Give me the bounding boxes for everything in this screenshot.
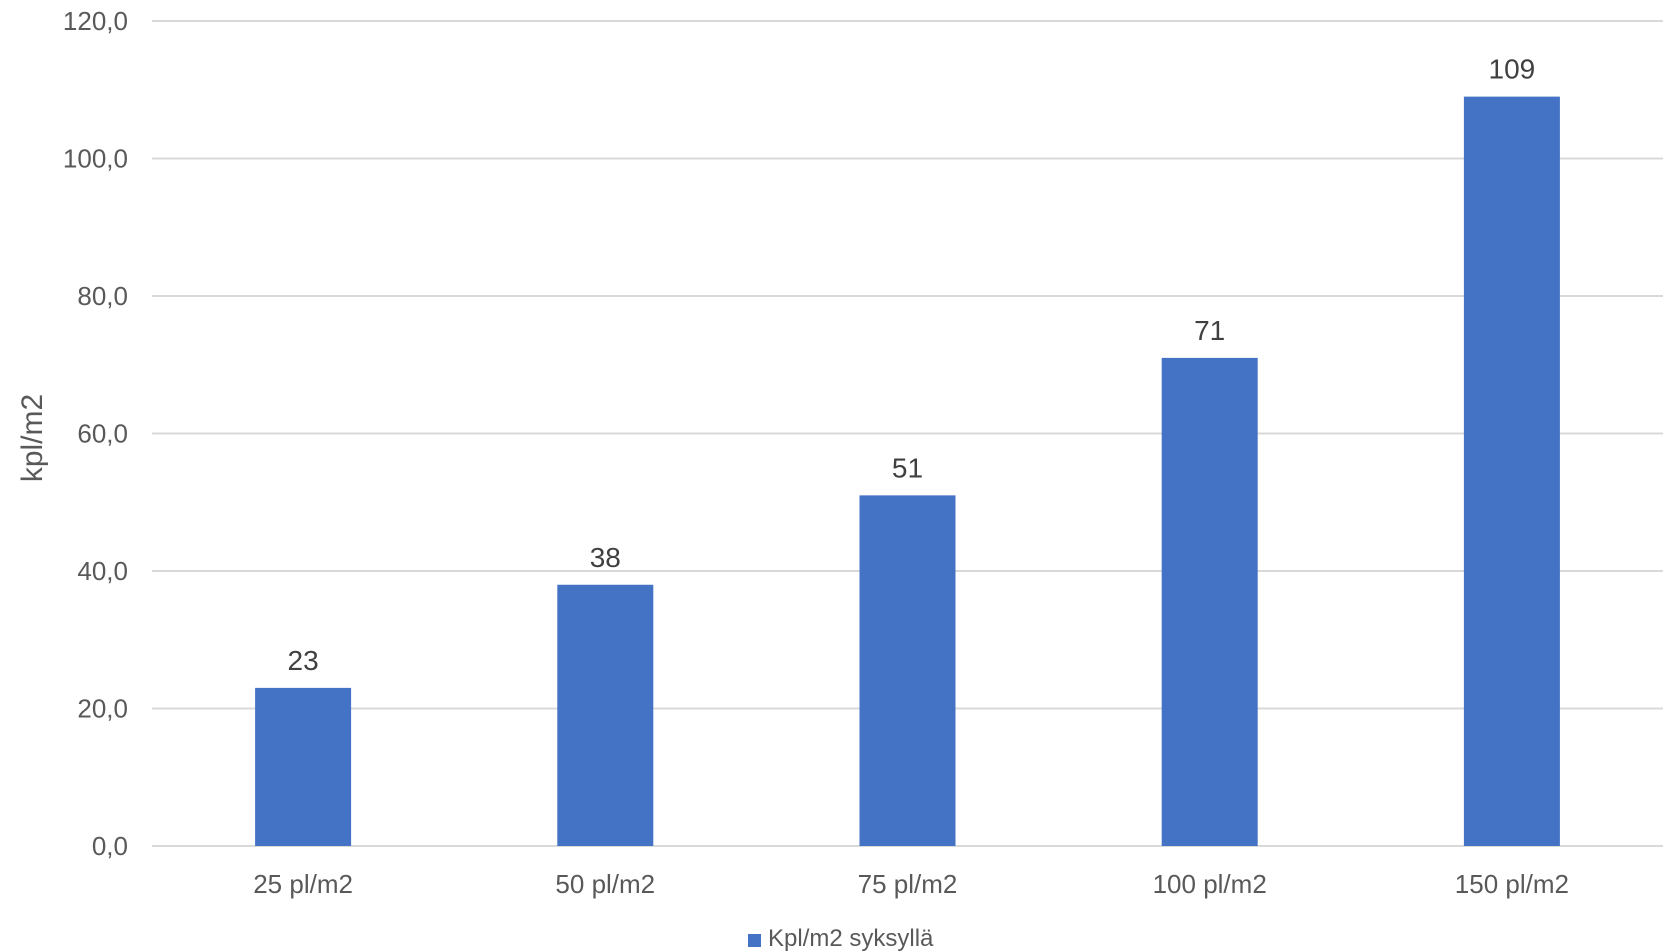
y-tick-label: 80,0 [77, 281, 128, 311]
legend: Kpl/m2 syksyllä [748, 925, 934, 952]
data-label: 71 [1194, 315, 1225, 346]
bar [255, 687, 352, 846]
y-axis-tick-labels: 0,0 20,0 40,0 60,0 80,0 100,0 120,0 [63, 6, 128, 861]
y-tick-label: 100,0 [63, 144, 128, 174]
x-tick-label: 100 pl/m2 [1153, 869, 1267, 899]
bar [557, 584, 654, 846]
x-tick-label: 50 pl/m2 [555, 869, 655, 899]
y-tick-label: 60,0 [77, 419, 128, 449]
y-tick-label: 120,0 [63, 6, 128, 36]
y-tick-label: 40,0 [77, 556, 128, 586]
y-tick-label: 20,0 [77, 694, 128, 724]
legend-label: Kpl/m2 syksyllä [768, 925, 934, 952]
bar [1161, 357, 1258, 846]
y-axis-title: kpl/m2 [16, 394, 49, 482]
bar [859, 495, 956, 846]
x-axis-tick-labels: 25 pl/m2 50 pl/m2 75 pl/m2 100 pl/m2 150 pl/… [253, 869, 1569, 899]
x-tick-label: 25 pl/m2 [253, 869, 353, 899]
bar [1463, 96, 1560, 846]
data-labels: 23 38 51 71 109 [288, 54, 1536, 676]
data-label: 23 [288, 645, 319, 676]
data-label: 51 [892, 452, 923, 483]
bars [255, 96, 1560, 846]
x-tick-label: 150 pl/m2 [1455, 869, 1569, 899]
y-tick-label: 0,0 [92, 831, 128, 861]
legend-swatch [748, 934, 761, 947]
data-label: 109 [1489, 54, 1536, 85]
data-label: 38 [590, 542, 621, 573]
x-tick-label: 75 pl/m2 [858, 869, 958, 899]
